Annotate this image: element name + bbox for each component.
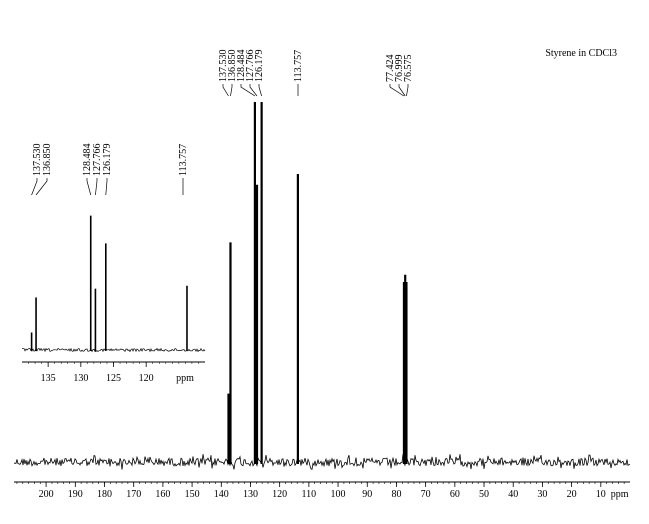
main-tick-label: 20: [567, 489, 577, 500]
main-label-connector: [249, 84, 258, 97]
inset-tick-label: 135: [41, 373, 56, 384]
inset-label-connector: [35, 178, 48, 196]
main-peak-label: 126.179: [254, 50, 265, 83]
inset-tick-label: 120: [139, 373, 154, 384]
main-tick-label: 110: [302, 489, 317, 500]
main-peak-label: 136.850: [227, 50, 238, 83]
inset-label-connector: [95, 178, 98, 196]
main-tick-label: 200: [39, 489, 54, 500]
main-peak-label: 76.575: [403, 55, 414, 83]
main-tick-label: 90: [362, 489, 372, 500]
main-tick-label: 130: [243, 489, 258, 500]
inset-label-connector: [105, 178, 108, 196]
main-tick-label: 180: [97, 489, 112, 500]
main-tick-label: 80: [391, 489, 401, 500]
main-tick-label: 120: [272, 489, 287, 500]
main-label-connector: [230, 84, 233, 97]
main-tick-label: 150: [185, 489, 200, 500]
main-spectrum: 200 190 180 170 160 150 140 130 120 110 100 90 80 70 6…: [13, 50, 631, 500]
main-tick-label: 70: [421, 489, 431, 500]
inset-peak-label: 126.179: [102, 144, 113, 177]
main-peak-label: 76.999: [394, 55, 405, 83]
main-tick-label: 30: [537, 489, 547, 500]
main-peak-label: 77.424: [385, 55, 396, 83]
inset-peak-label: 127.766: [92, 144, 103, 177]
main-tick-label: 40: [508, 489, 518, 500]
chart-title: Styrene in CDCl3: [545, 48, 617, 59]
inset-peak-label: 137.530: [32, 144, 43, 177]
main-tick-label: 170: [126, 489, 141, 500]
main-peak-label: 137.530: [218, 50, 229, 83]
main-x-unit: ppm: [611, 489, 629, 500]
main-peak-label: 128.484: [236, 50, 247, 83]
main-tick-label: 160: [155, 489, 170, 500]
main-label-connector: [406, 84, 409, 97]
main-label-connector: [389, 84, 405, 97]
main-tick-label: 10: [596, 489, 606, 500]
main-tick-label: 100: [331, 489, 346, 500]
inset-peak-label: 136.850: [42, 144, 53, 177]
inset-x-unit: ppm: [176, 373, 194, 384]
main-peak-label: 113.757: [293, 50, 304, 82]
inset-baseline-noise: [21, 347, 206, 353]
inset-tick-label: 130: [73, 373, 88, 384]
main-tick-label: 140: [214, 489, 229, 500]
main-label-connector: [258, 84, 262, 97]
main-label-connector: [240, 84, 256, 97]
inset-peak-label: 113.757: [178, 144, 189, 176]
inset-label-connector: [31, 178, 38, 196]
inset-peak-label: 128.484: [82, 144, 93, 177]
main-tick-label: 50: [479, 489, 489, 500]
main-tick-label: 60: [450, 489, 460, 500]
inset-spectrum: 135 130 125 120 ppm 137.530 136.850 128.484 127.…: [21, 144, 206, 384]
main-tick-label: 190: [68, 489, 83, 500]
inset-tick-label: 125: [106, 373, 121, 384]
main-label-connector: [398, 84, 406, 97]
main-baseline-noise: [13, 454, 631, 471]
inset-label-connector: [86, 178, 92, 196]
main-label-connector: [222, 84, 229, 97]
main-peak-label: 127.766: [245, 50, 256, 83]
